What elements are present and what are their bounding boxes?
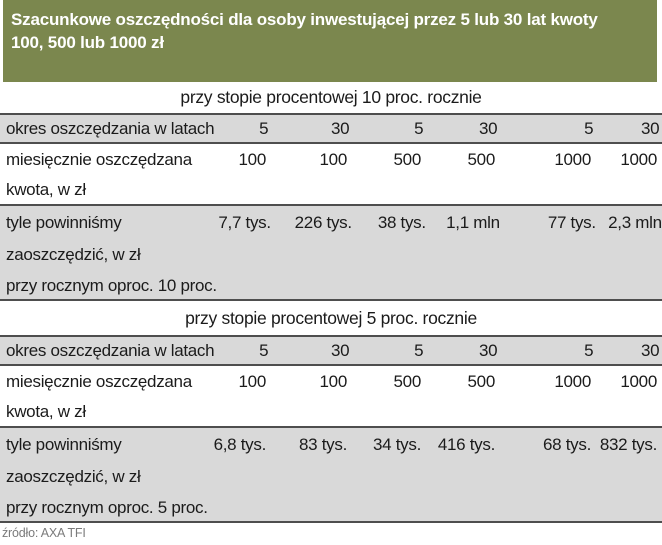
value-cell: 83 tys.	[299, 435, 347, 454]
row-label-total-saved: tyle powinniśmy zaoszczędzić, w zł przy …	[6, 213, 217, 295]
row-label-monthly-amount: miesięcznie oszczędzana kwota, w zł	[6, 372, 192, 421]
figure-title-line-2: 100, 500 lub 1000 zł	[11, 33, 164, 52]
source-credit: źródło: AXA TFI	[0, 521, 662, 545]
value-cell: 226 tys.	[294, 213, 352, 232]
value-cell: 30	[330, 341, 350, 360]
value-cell: 30	[330, 119, 350, 138]
table-row-monthly-amount-10: miesięcznie oszczędzana kwota, w zł 100 …	[0, 142, 662, 204]
value-cell: 1000	[554, 150, 591, 169]
table-row-total-saved-10: tyle powinniśmy zaoszczędzić, w zł przy …	[0, 204, 662, 299]
value-cell: 5	[259, 341, 269, 360]
value-cell: 1000	[554, 372, 591, 391]
value-cell: 100	[238, 372, 267, 391]
value-cell: 5	[414, 341, 424, 360]
value-cell: 5	[259, 119, 269, 138]
value-cell: 500	[467, 372, 496, 391]
value-cell: 416 tys.	[437, 435, 495, 454]
row-label-monthly-amount: miesięcznie oszczędzana kwota, w zł	[6, 150, 192, 199]
value-cell: 1000	[620, 150, 657, 169]
value-cell: 30	[640, 341, 660, 360]
table-row-period-5: okres oszczędzania w latach 5 30 5 30 5 …	[0, 335, 662, 364]
figure-title-line-1: Szacunkowe oszczędności dla osoby inwest…	[11, 10, 598, 29]
section-title-5-percent: przy stopie procentowej 5 proc. rocznie	[0, 299, 662, 335]
value-cell: 1000	[620, 372, 657, 391]
value-cell: 100	[238, 150, 267, 169]
value-cell: 2,3 mln	[608, 213, 662, 232]
value-cell: 500	[393, 372, 422, 391]
value-cell: 7,7 tys.	[218, 213, 271, 232]
section-title-10-percent: przy stopie procentowej 10 proc. rocznie	[0, 82, 662, 113]
value-cell: 38 tys.	[377, 213, 426, 232]
row-label-period: okres oszczędzania w latach	[6, 341, 215, 360]
table-row-period-10: okres oszczędzania w latach 5 30 5 30 5 …	[0, 113, 662, 142]
value-cell: 30	[640, 119, 660, 138]
value-cell: 832 tys.	[599, 435, 657, 454]
table-row-monthly-amount-5: miesięcznie oszczędzana kwota, w zł 100 …	[0, 364, 662, 426]
value-cell: 500	[393, 150, 422, 169]
value-cell: 68 tys.	[543, 435, 591, 454]
value-cell: 100	[319, 150, 348, 169]
row-label-total-saved: tyle powinniśmy zaoszczędzić, w zł przy …	[6, 435, 208, 517]
value-cell: 5	[584, 341, 594, 360]
value-cell: 30	[478, 119, 498, 138]
table-row-total-saved-5: tyle powinniśmy zaoszczędzić, w zł przy …	[0, 426, 662, 521]
value-cell: 5	[584, 119, 594, 138]
value-cell: 500	[467, 150, 496, 169]
value-cell: 34 tys.	[373, 435, 421, 454]
value-cell: 30	[478, 341, 498, 360]
value-cell: 5	[414, 119, 424, 138]
value-cell: 6,8 tys.	[213, 435, 267, 454]
value-cell: 1,1 mln	[446, 213, 500, 232]
row-label-period: okres oszczędzania w latach	[6, 119, 215, 138]
figure-title-banner: Szacunkowe oszczędności dla osoby inwest…	[3, 0, 657, 82]
value-cell: 100	[319, 372, 348, 391]
value-cell: 77 tys.	[547, 213, 596, 232]
